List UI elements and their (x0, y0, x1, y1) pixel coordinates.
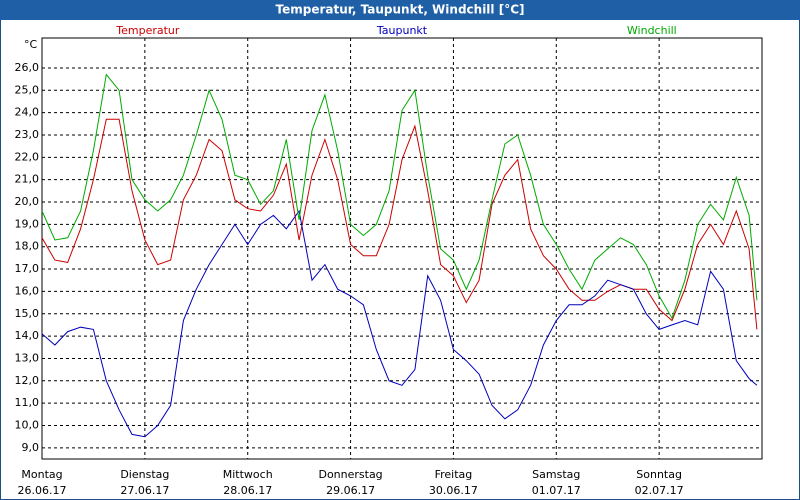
x-tick-label: Dienstag (120, 468, 169, 481)
y-tick-label: 12,0 (15, 374, 40, 387)
y-tick-label: 25,0 (15, 83, 40, 96)
x-tick-label: 02.07.17 (635, 484, 684, 497)
y-tick-label: 15,0 (15, 307, 40, 320)
legend-label: Temperatur (115, 24, 180, 37)
y-tick-label: 22,0 (15, 150, 40, 163)
title-bar (0, 0, 800, 20)
plot-area (41, 37, 763, 460)
chart-title: Temperatur, Taupunkt, Windchill [°C] (276, 3, 525, 17)
legend-label: Windchill (627, 24, 677, 37)
x-tick-label: 27.06.17 (120, 484, 169, 497)
x-tick-label: Montag (21, 468, 62, 481)
x-tick-label: Mittwoch (223, 468, 273, 481)
y-tick-label: 13,0 (15, 351, 40, 364)
x-tick-label: 30.06.17 (429, 484, 478, 497)
x-tick-label: 26.06.17 (18, 484, 67, 497)
y-tick-label: 20,0 (15, 195, 40, 208)
y-tick-label: 24,0 (15, 106, 40, 119)
y-tick-label: 9,0 (22, 441, 40, 454)
y-unit: °C (24, 38, 38, 51)
x-tick-label: Freitag (435, 468, 473, 481)
x-tick-label: Sonntag (636, 468, 682, 481)
y-tick-label: 11,0 (15, 396, 40, 409)
legend-label: Taupunkt (376, 24, 428, 37)
series-line (41, 209, 758, 438)
y-tick-label: 16,0 (15, 284, 40, 297)
x-tick-label: 28.06.17 (223, 484, 272, 497)
y-tick-label: 26,0 (15, 61, 40, 74)
series-line (41, 118, 758, 330)
y-tick-label: 23,0 (15, 128, 40, 141)
y-tick-label: 14,0 (15, 329, 40, 342)
y-tick-label: 18,0 (15, 240, 40, 253)
series-line (41, 73, 758, 320)
y-tick-label: 19,0 (15, 217, 40, 230)
y-tick-label: 17,0 (15, 262, 40, 275)
x-tick-label: 01.07.17 (532, 484, 581, 497)
y-tick-label: 10,0 (15, 418, 40, 431)
x-tick-label: 29.06.17 (326, 484, 375, 497)
x-tick-label: Samstag (532, 468, 580, 481)
x-tick-label: Donnerstag (318, 468, 382, 481)
y-tick-label: 21,0 (15, 173, 40, 186)
